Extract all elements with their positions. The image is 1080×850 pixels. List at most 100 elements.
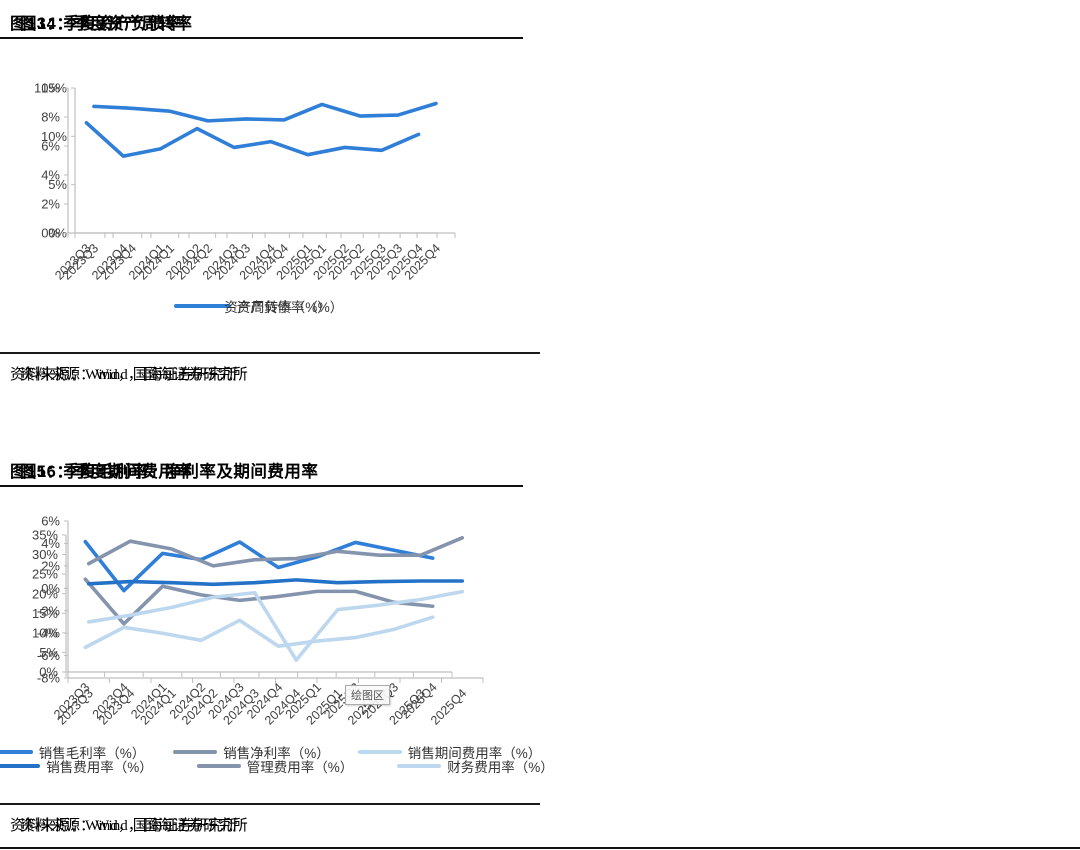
- y-tick-label: 25%: [32, 567, 58, 582]
- legend-line-swatch: [196, 764, 241, 768]
- series-line: [84, 121, 421, 158]
- legend-line-swatch: [174, 304, 219, 308]
- legend-item: 资产周转率（%）: [174, 296, 331, 316]
- fig14-title: 图14：季度资产周转率: [20, 15, 193, 33]
- x-tick-label: 2023Q4: [89, 241, 130, 282]
- series-line: [86, 589, 465, 662]
- x-tick-label: 2024Q4: [262, 686, 303, 727]
- legend-item: 销售费用率（%）: [0, 756, 153, 776]
- legend-label: 资产负债率（%）: [236, 300, 344, 315]
- fig14-source-rule: [0, 352, 540, 354]
- x-tick-label: 2025Q2: [311, 241, 352, 282]
- legend-line-swatch: [397, 764, 442, 768]
- fig15-line-chart: 0%5%10%15%20%25%30%35%2023Q32023Q42024Q1…: [32, 528, 453, 722]
- fig16-source: 资料来源：Wind，国海证券研究所: [20, 818, 248, 834]
- fig14-source: 资料来源：Wind，国海证券研究所: [20, 367, 248, 383]
- legend-label: 财务费用率（%）: [447, 760, 554, 775]
- x-tick-label: 2025Q4: [428, 686, 469, 727]
- x-tick-label: 2024Q1: [138, 686, 179, 727]
- fig13-title: 图13：季度资产负债率: [10, 15, 183, 33]
- legend-item: 销售毛利率（%）: [0, 742, 145, 762]
- legend-label: 销售期间费用率（%）: [407, 746, 542, 761]
- panel-fig14: 图14：季度资产周转率 0% 2% 4% 6% 8% 10% 2023Q3 2023Q4 202…: [0, 0, 540, 448]
- x-tick-label: 2025Q3: [387, 686, 428, 727]
- y-tick-label: 0%: [41, 226, 60, 241]
- legend-item: 销售期间费用率（%）: [357, 742, 542, 762]
- y-tick-label: 0%: [41, 581, 60, 596]
- y-tick-label: 4%: [41, 168, 60, 183]
- panel-fig15: 图15：季度毛利率、净利率及期间费用率 0% 5% 10% 15% 20% 25% 30% 3…: [0, 448, 541, 850]
- x-tick-label: 2025Q1: [274, 241, 315, 282]
- fig16-source-rule: [0, 803, 540, 805]
- y-tick-label: -2%: [37, 603, 61, 618]
- y-tick-label: -8%: [37, 671, 61, 686]
- y-tick-label: 10%: [34, 81, 60, 96]
- legend-line-swatch: [357, 750, 402, 754]
- y-tick-label: 4%: [41, 536, 60, 551]
- y-tick-label: 2%: [41, 197, 60, 212]
- x-tick-label: 2025Q1: [304, 686, 345, 727]
- fig16-title-rule: [18, 485, 523, 487]
- y-tick-label: 6%: [41, 514, 60, 529]
- y-tick-label: 15%: [41, 81, 67, 96]
- page-bottom-rule: [0, 847, 1080, 849]
- y-tick-label: 0%: [48, 226, 67, 241]
- series-line: [83, 539, 435, 593]
- fig15-title: 图15：季度毛利率、净利率及期间费用率: [10, 463, 319, 481]
- x-tick-label: 2023Q3: [52, 241, 93, 282]
- legend-item: 财务费用率（%）: [397, 756, 554, 776]
- x-tick-label: 2025Q4: [384, 241, 425, 282]
- fig15-legend: 销售毛利率（%） 销售净利率（%） 销售期间费用率（%）: [0, 742, 541, 762]
- x-tick-label: 2024Q3: [200, 241, 241, 282]
- x-tick-label: 2024Q2: [163, 241, 204, 282]
- y-tick-label: 15%: [32, 606, 58, 621]
- series-line: [86, 536, 465, 568]
- legend-item: 销售净利率（%）: [173, 742, 330, 762]
- series-line: [83, 615, 435, 650]
- fig13-source: 资料来源：Wind，国海证券研究所: [10, 367, 238, 383]
- fig16-legend: 销售费用率（%） 管理费用率（%） 财务费用率（%）: [0, 756, 554, 776]
- legend-label: 管理费用率（%）: [246, 760, 354, 775]
- y-tick-label: 35%: [32, 528, 58, 543]
- y-tick-label: 10%: [32, 625, 58, 640]
- x-tick-label: 2024Q2: [179, 686, 220, 727]
- y-tick-label: 20%: [32, 586, 58, 601]
- y-tick-label: 0%: [39, 665, 58, 680]
- fig14-line-chart: 0%2%4%6%8%10%2023Q32023Q42024Q12024Q2202…: [34, 81, 438, 283]
- x-tick-label: 2023Q3: [55, 686, 96, 727]
- plot-area-tooltip: 绘图区: [345, 685, 390, 705]
- y-tick-label: 5%: [48, 177, 67, 192]
- legend-item: 管理费用率（%）: [196, 756, 354, 776]
- y-tick-label: 10%: [41, 129, 67, 144]
- y-tick-label: 30%: [32, 547, 58, 562]
- legend-label: 销售净利率（%）: [223, 746, 330, 761]
- fig15-source: 资料来源：Wind，国海证券研究所: [10, 818, 238, 834]
- x-tick-label: 2023Q4: [96, 686, 137, 727]
- series-line: [86, 578, 465, 587]
- x-tick-label: 2025Q3: [347, 241, 388, 282]
- legend-label: 资产周转率（%）: [224, 300, 331, 315]
- fig16-line-chart: -8%-6%-4%-2%0%2%4%6%2023Q3 2023Q4 2024Q1 20…: [37, 514, 484, 728]
- fig13-line-chart: 0% 5% 10% 15% 2023Q32023Q42024Q12024Q22024Q3…: [41, 81, 456, 283]
- panel-fig16: 图16：季度期间费用率 -8% -6% -4% -2% 0% 2% 4% 6% 2023Q3 20…: [0, 448, 554, 850]
- legend-line-swatch: [173, 750, 218, 754]
- panel-fig13: 图13：季度资产负债率 0% 5% 10% 15% 2023Q3 2023Q4 2024Q1…: [0, 0, 540, 448]
- fig14-legend: 资产周转率（%）: [68, 296, 437, 316]
- y-tick-label: -6%: [37, 648, 61, 663]
- legend-line-swatch: [0, 750, 33, 754]
- legend-line-swatch: [0, 764, 41, 768]
- legend-label: 销售费用率（%）: [46, 760, 153, 775]
- series-line: [92, 101, 438, 123]
- y-tick-label: 6%: [41, 139, 60, 154]
- fig14-title-rule: [18, 37, 523, 39]
- y-tick-label: 8%: [41, 110, 60, 125]
- x-tick-label: 2024Q4: [237, 241, 278, 282]
- y-tick-label: -4%: [37, 626, 61, 641]
- legend-label: 销售毛利率（%）: [38, 746, 146, 761]
- fig16-title: 图16：季度期间费用率: [20, 463, 193, 481]
- x-tick-label: 2024Q3: [221, 686, 262, 727]
- y-tick-label: 2%: [41, 558, 60, 573]
- x-tick-label: 2024Q1: [126, 241, 167, 282]
- y-tick-label: 5%: [39, 645, 58, 660]
